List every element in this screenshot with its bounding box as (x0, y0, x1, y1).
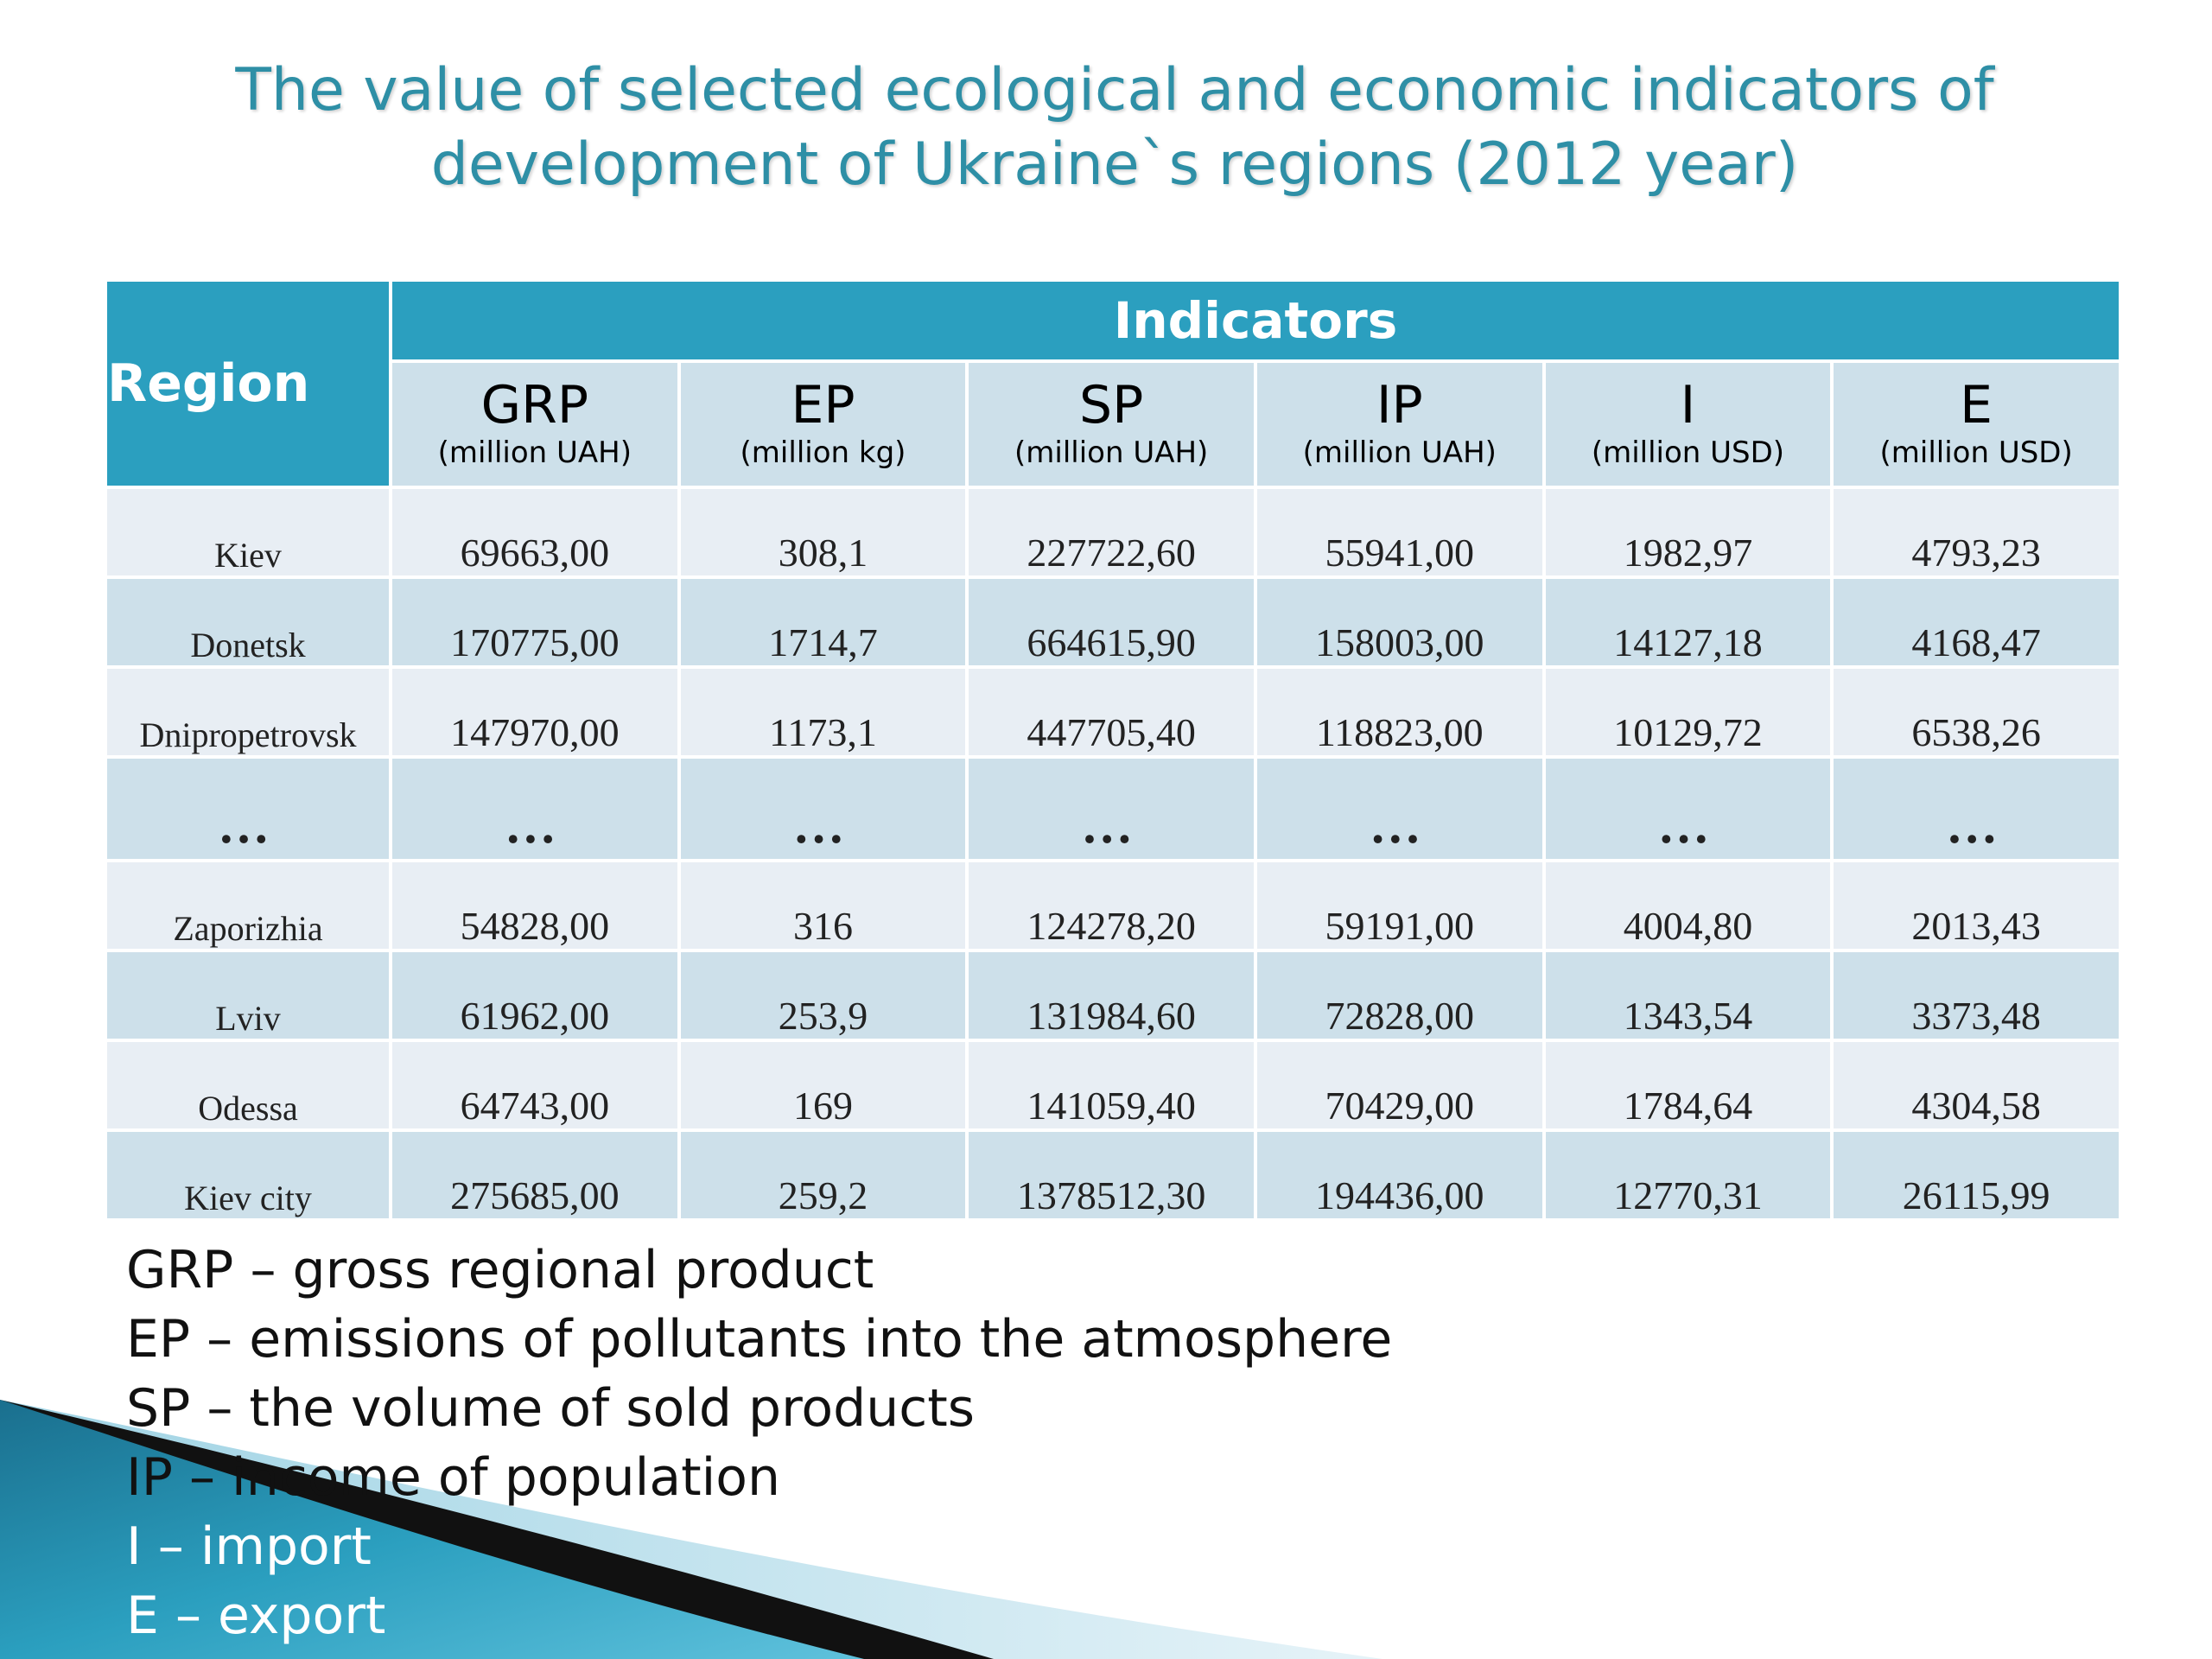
value-cell: 253,9 (680, 952, 966, 1039)
slide-title: The value of selected ecological and eco… (104, 54, 2126, 202)
region-cell: Lviv (107, 952, 389, 1039)
value-cell: 14127,18 (1545, 579, 1831, 665)
value-cell: 4304,58 (1834, 1042, 2119, 1128)
legend-item-e: E – export (126, 1586, 386, 1646)
value-cell: 1173,1 (680, 669, 966, 755)
value-cell: 59191,00 (1256, 862, 1542, 949)
value-cell: 308,1 (680, 489, 966, 575)
region-cell: Kiev (107, 489, 389, 575)
table-row: Donetsk 170775,00 1714,7 664615,90 15800… (107, 579, 2119, 665)
value-cell: 1784,64 (1545, 1042, 1831, 1128)
region-header: Region (107, 282, 389, 486)
abbreviation-legend: GRP – gross regional product EP – emissi… (126, 1236, 1392, 1650)
table-row-ellipsis: … … … … … … … (107, 759, 2119, 859)
region-cell: Dnipropetrovsk (107, 669, 389, 755)
column-header-ep: EP (million kg) (680, 363, 966, 486)
column-unit: (million USD) (1879, 435, 2073, 470)
value-cell: 131984,60 (969, 952, 1254, 1039)
region-cell: Donetsk (107, 579, 389, 665)
value-cell: 69663,00 (392, 489, 677, 575)
value-cell: 70429,00 (1256, 1042, 1542, 1128)
value-cell: 1378512,30 (969, 1132, 1254, 1218)
value-cell: … (969, 759, 1254, 859)
column-unit: (million UAH) (1014, 435, 1209, 470)
legend-item-sp: SP – the volume of sold products (126, 1378, 976, 1439)
legend-item-i: I – import (126, 1516, 372, 1577)
value-cell: 26115,99 (1834, 1132, 2119, 1218)
value-cell: 170775,00 (392, 579, 677, 665)
value-cell: … (1834, 759, 2119, 859)
value-cell: 194436,00 (1256, 1132, 1542, 1218)
value-cell: 2013,43 (1834, 862, 2119, 949)
value-cell: 124278,20 (969, 862, 1254, 949)
column-unit: (million UAH) (437, 435, 632, 470)
column-unit: (million kg) (740, 435, 906, 470)
value-cell: 4793,23 (1834, 489, 2119, 575)
value-cell: … (1256, 759, 1542, 859)
value-cell: 227722,60 (969, 489, 1254, 575)
value-cell: 55941,00 (1256, 489, 1542, 575)
table-body: Kiev 69663,00 308,1 227722,60 55941,00 1… (107, 489, 2119, 1218)
column-abbr: EP (791, 375, 855, 435)
column-abbr: E (1960, 375, 1993, 435)
value-cell: 118823,00 (1256, 669, 1542, 755)
value-cell: … (680, 759, 966, 859)
title-line-1: The value of selected ecological and eco… (235, 56, 1994, 124)
region-cell: Kiev city (107, 1132, 389, 1218)
value-cell: 12770,31 (1545, 1132, 1831, 1218)
column-header-i: I (million USD) (1545, 363, 1831, 486)
value-cell: 64743,00 (392, 1042, 677, 1128)
column-abbr: GRP (480, 375, 589, 435)
value-cell: 316 (680, 862, 966, 949)
table-row: Dnipropetrovsk 147970,00 1173,1 447705,4… (107, 669, 2119, 755)
value-cell: 72828,00 (1256, 952, 1542, 1039)
value-cell: 4168,47 (1834, 579, 2119, 665)
column-header-e: E (million USD) (1834, 363, 2119, 486)
legend-item-grp: GRP – gross regional product (126, 1240, 874, 1300)
value-cell: 664615,90 (969, 579, 1254, 665)
title-line-2: development of Ukraine`s regions (2012 y… (430, 130, 1799, 199)
value-cell: 147970,00 (392, 669, 677, 755)
value-cell: 3373,48 (1834, 952, 2119, 1039)
column-unit: (million UAH) (1302, 435, 1497, 470)
table-row: Kiev city 275685,00 259,2 1378512,30 194… (107, 1132, 2119, 1218)
value-cell: 141059,40 (969, 1042, 1254, 1128)
legend-item-ep: EP – emissions of pollutants into the at… (126, 1309, 1393, 1370)
indicators-table: Region Indicators GRP (million UAH) EP (… (104, 278, 2122, 1222)
value-cell: 447705,40 (969, 669, 1254, 755)
column-header-ip: IP (million UAH) (1256, 363, 1542, 486)
column-abbr: I (1680, 375, 1696, 435)
table-row: Lviv 61962,00 253,9 131984,60 72828,00 1… (107, 952, 2119, 1039)
value-cell: 1714,7 (680, 579, 966, 665)
value-cell: 275685,00 (392, 1132, 677, 1218)
value-cell: … (392, 759, 677, 859)
value-cell: … (1545, 759, 1831, 859)
column-unit: (million USD) (1591, 435, 1785, 470)
indicators-header: Indicators (392, 282, 2119, 359)
region-cell: Zaporizhia (107, 862, 389, 949)
value-cell: 1982,97 (1545, 489, 1831, 575)
table-row: Odessa 64743,00 169 141059,40 70429,00 1… (107, 1042, 2119, 1128)
table-row: Zaporizhia 54828,00 316 124278,20 59191,… (107, 862, 2119, 949)
value-cell: 259,2 (680, 1132, 966, 1218)
legend-item-ip: IP – income of population (126, 1447, 781, 1508)
value-cell: 54828,00 (392, 862, 677, 949)
value-cell: 61962,00 (392, 952, 677, 1039)
value-cell: 6538,26 (1834, 669, 2119, 755)
column-abbr: SP (1079, 375, 1144, 435)
value-cell: 4004,80 (1545, 862, 1831, 949)
column-header-grp: GRP (million UAH) (392, 363, 677, 486)
column-abbr: IP (1376, 375, 1423, 435)
value-cell: 158003,00 (1256, 579, 1542, 665)
table-row: Kiev 69663,00 308,1 227722,60 55941,00 1… (107, 489, 2119, 575)
value-cell: 1343,54 (1545, 952, 1831, 1039)
value-cell: 169 (680, 1042, 966, 1128)
region-cell: Odessa (107, 1042, 389, 1128)
value-cell: 10129,72 (1545, 669, 1831, 755)
column-header-sp: SP (million UAH) (969, 363, 1254, 486)
region-cell: … (107, 759, 389, 859)
